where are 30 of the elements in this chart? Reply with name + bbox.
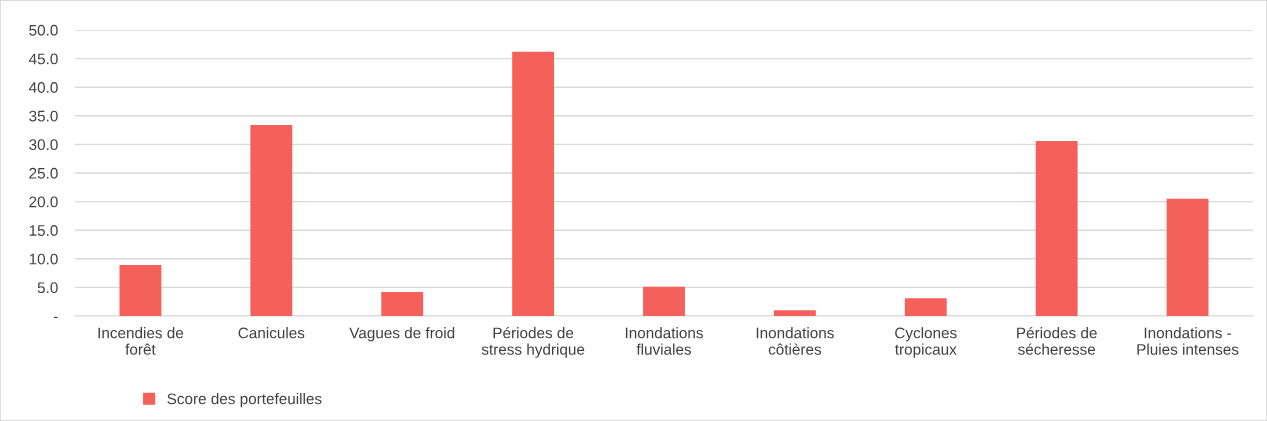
bar bbox=[512, 51, 555, 316]
y-tick-label: 40.0 bbox=[28, 82, 58, 93]
x-tick-label: Incendies de forêt bbox=[98, 327, 184, 355]
y-tick-label: 35.0 bbox=[29, 110, 58, 122]
bar bbox=[381, 291, 424, 316]
bar bbox=[119, 265, 162, 316]
x-tick-label: Inondations fluviales bbox=[625, 327, 703, 355]
x-tick-label: Inondations - Pluies intenses bbox=[1137, 327, 1239, 355]
y-tick-label: 45.0 bbox=[28, 53, 58, 65]
y-tick-label: - bbox=[53, 316, 58, 319]
x-tick-label: Inondations côtières bbox=[756, 327, 834, 355]
y-tick-label: 50.0 bbox=[29, 24, 58, 36]
bar bbox=[1166, 198, 1209, 316]
bar bbox=[1035, 140, 1078, 316]
x-tick-label: Vagues de froid bbox=[349, 327, 455, 342]
x-tick-label: Canicules bbox=[238, 327, 305, 339]
bar bbox=[643, 286, 685, 316]
y-tick-label: 10.0 bbox=[29, 253, 58, 265]
y-tick-label: 5.0 bbox=[37, 282, 58, 294]
x-tick-label: Périodes de sécheresse bbox=[1017, 326, 1097, 355]
y-tick-label: 15.0 bbox=[29, 225, 58, 236]
bar bbox=[904, 298, 947, 316]
x-tick-label: Cyclones tropicaux bbox=[895, 327, 957, 358]
y-tick-label: 30.0 bbox=[29, 139, 58, 151]
x-tick-label: Périodes de stress hydrique bbox=[481, 326, 585, 358]
y-tick-label: 20.0 bbox=[29, 196, 58, 208]
legend-label: Score des portefeuilles bbox=[167, 393, 322, 408]
y-tick-label: 25.0 bbox=[29, 167, 58, 179]
bar bbox=[250, 124, 293, 316]
bar bbox=[773, 310, 816, 316]
